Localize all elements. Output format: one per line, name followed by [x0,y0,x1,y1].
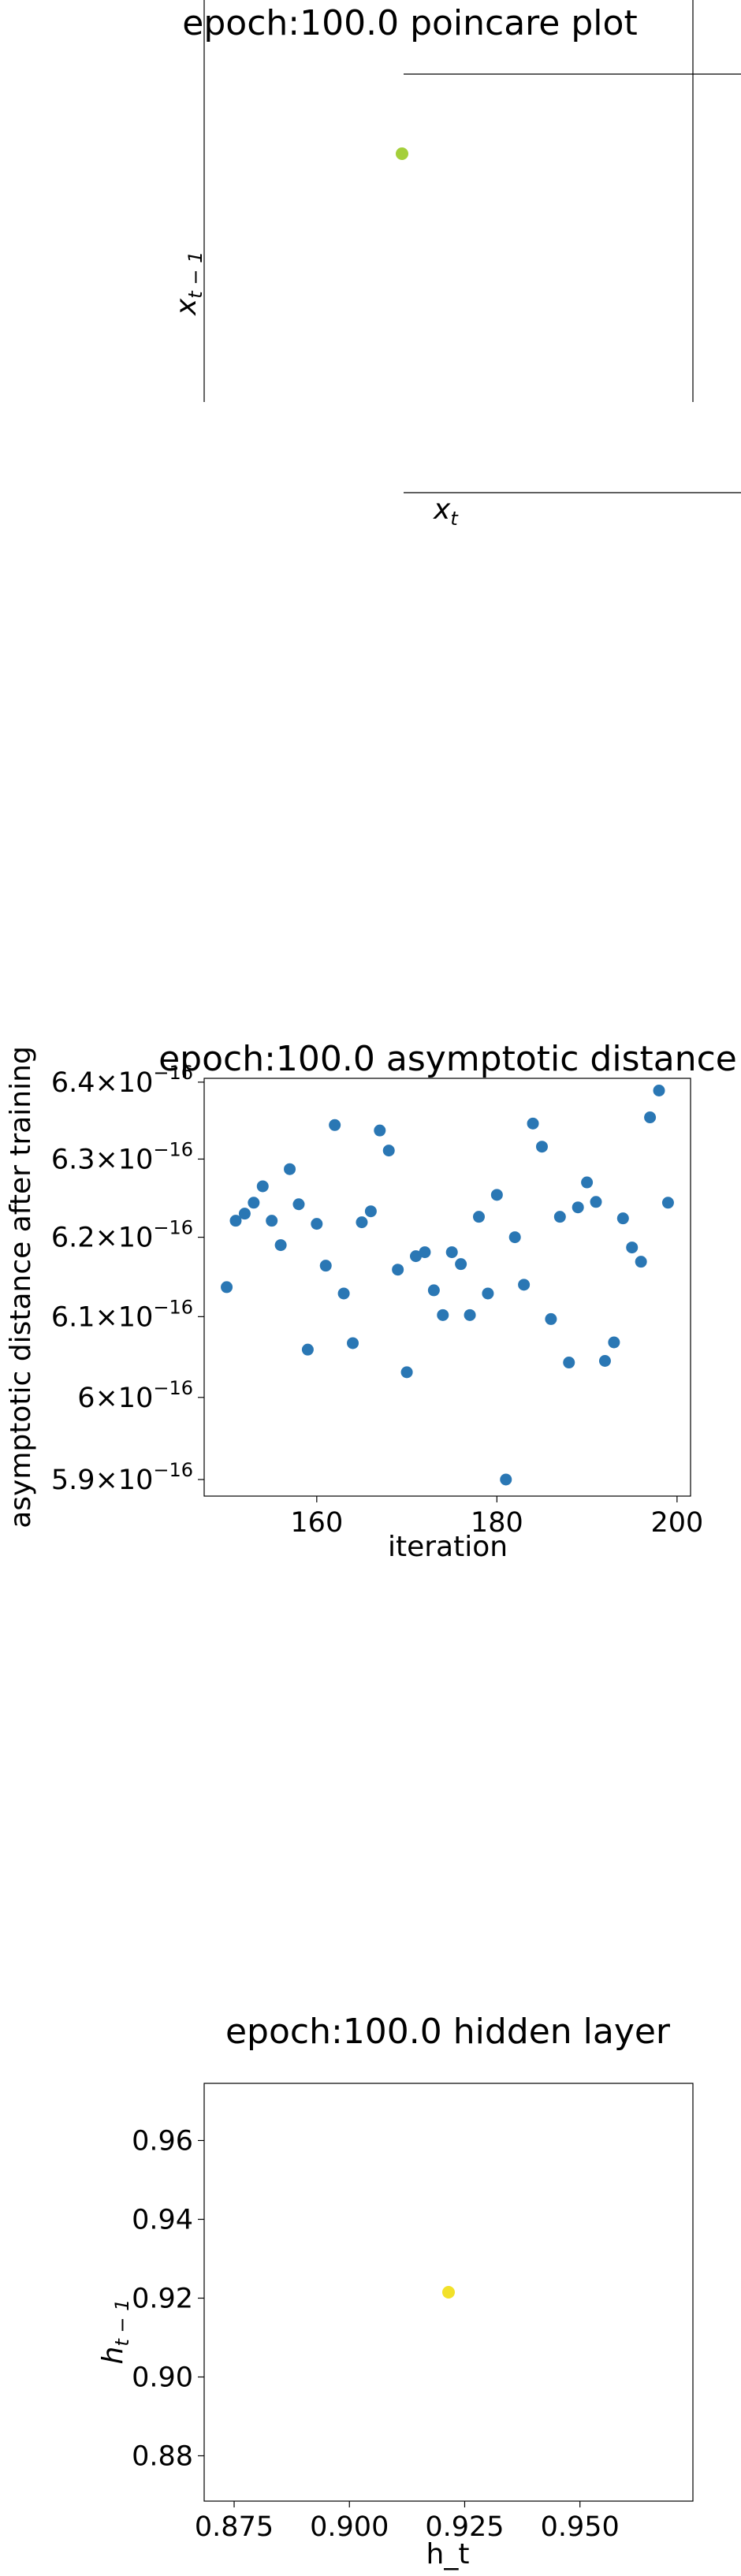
asymptotic-point [419,1246,431,1259]
asymptotic-point [553,1211,566,1223]
asymptotic-y-tick-label: 6×10−16 [77,1377,193,1414]
asymptotic-y-tick-label: 6.3×10−16 [51,1138,193,1175]
asymptotic-y-tick-label: 6.2×10−16 [51,1217,193,1254]
asymptotic-point [356,1216,368,1229]
poincare-point [396,147,408,160]
poincare-x-label: xt [433,493,459,530]
poincare-y-label: xt − 1 [170,251,207,316]
hidden-points [442,2286,455,2299]
poincare-title: epoch:100.0 poincare plot [182,3,637,43]
hidden-y-ticks: 0.88 0.90 0.92 0.94 0.96 [132,2126,204,2473]
hidden-point [442,2286,455,2299]
asymptotic-point [301,1343,314,1356]
asymptotic-point [410,1250,423,1263]
hidden-x-tick-label: 0.925 [425,2511,504,2543]
asymptotic-y-tick-label: 6.1×10−16 [51,1296,193,1333]
asymptotic-point [319,1260,332,1272]
asymptotic-point [445,1246,458,1259]
asymptotic-point [490,1189,503,1201]
asymptotic-x-tick-label: 200 [650,1507,703,1539]
hidden-y-tick-label: 0.96 [132,2126,193,2157]
asymptotic-point [653,1085,665,1097]
asymptotic-point [500,1473,512,1486]
asymptotic-point [518,1279,531,1291]
asymptotic-x-tick-label: 180 [471,1507,523,1539]
hidden-x-label: h_t [426,2538,470,2570]
asymptotic-plot-frame [203,1078,691,1497]
hidden-y-label: ht − 1 [97,2299,133,2365]
asymptotic-x-tick-label: 160 [290,1507,343,1539]
asymptotic-point [527,1117,539,1130]
asymptotic-point [572,1201,584,1214]
hidden-layer-plot: epoch:100.0 hidden layer 0.875 0.900 0.925… [97,2012,694,2570]
asymptotic-point [455,1258,467,1271]
hidden-y-label-sub: t − 1 [111,2299,133,2347]
hidden-y-tick-label: 0.94 [132,2205,193,2236]
asymptotic-x-label: iteration [388,1531,508,1563]
hidden-y-tick-label: 0.88 [132,2441,193,2473]
hidden-y-tick-label: 0.90 [132,2362,193,2394]
hidden-x-tick-label: 0.875 [195,2511,274,2543]
asymptotic-point [337,1287,350,1300]
asymptotic-y-ticks: 5.9×10−16 6×10−16 6.1×10−16 6.2×10−16 6.3×10… [51,1062,204,1496]
asymptotic-x-ticks: 160 180 200 [290,1496,703,1539]
asymptotic-point [229,1215,242,1227]
hidden-title: epoch:100.0 hidden layer [225,2012,671,2052]
hidden-plot-frame [203,2083,694,2502]
asymptotic-point [616,1212,629,1225]
asymptotic-point [608,1336,620,1349]
asymptotic-y-label: asymptotic distance after training [5,1046,37,1528]
asymptotic-points [221,1085,674,1486]
poincare-x-label-main: x [433,493,451,526]
asymptotic-point [238,1208,251,1220]
asymptotic-point [382,1145,395,1157]
hidden-x-ticks: 0.875 0.900 0.925 0.950 [195,2501,620,2543]
asymptotic-point [590,1196,602,1208]
asymptotic-point [256,1180,269,1193]
asymptotic-point [347,1337,359,1349]
asymptotic-point [581,1176,594,1189]
asymptotic-point [284,1163,296,1175]
asymptotic-point [598,1354,611,1367]
asymptotic-point [248,1197,260,1209]
asymptotic-point [661,1197,674,1209]
asymptotic-point [311,1218,323,1230]
hidden-y-label-main: h [97,2347,129,2365]
asymptotic-point [221,1281,233,1294]
asymptotic-point [472,1211,485,1223]
asymptotic-point [427,1284,440,1297]
poincare-y-label-main: x [170,298,203,316]
asymptotic-point [392,1264,404,1276]
asymptotic-point [292,1198,305,1211]
poincare-plot: epoch:100.0 poincare plot xt xt − 1 [170,0,741,530]
asymptotic-point [508,1231,521,1244]
asymptotic-y-tick-label: 6.4×10−16 [51,1062,193,1099]
asymptotic-y-tick-label: 5.9×10−16 [51,1459,193,1496]
asymptotic-point [374,1124,386,1137]
asymptotic-point [329,1119,341,1131]
asymptotic-point [635,1256,647,1268]
asymptotic-point [437,1308,449,1321]
asymptotic-point [563,1357,575,1369]
poincare-y-label-sub: t − 1 [184,251,207,299]
asymptotic-point [364,1205,377,1218]
asymptotic-point [400,1366,413,1379]
asymptotic-point [266,1215,278,1227]
poincare-points [396,147,408,160]
asymptotic-distance-plot: epoch:100.0 asymptotic distance 160 180 20… [5,1039,737,1563]
hidden-x-tick-label: 0.950 [541,2511,620,2543]
asymptotic-title: epoch:100.0 asymptotic distance [158,1039,737,1079]
asymptotic-point [464,1308,476,1321]
asymptotic-point [482,1287,494,1300]
asymptotic-point [535,1141,548,1153]
asymptotic-point [644,1111,657,1124]
asymptotic-point [545,1312,557,1325]
asymptotic-point [274,1239,287,1252]
poincare-x-label-sub: t [450,508,459,530]
hidden-y-tick-label: 0.92 [132,2284,193,2315]
asymptotic-point [626,1241,639,1254]
hidden-x-tick-label: 0.900 [310,2511,389,2543]
